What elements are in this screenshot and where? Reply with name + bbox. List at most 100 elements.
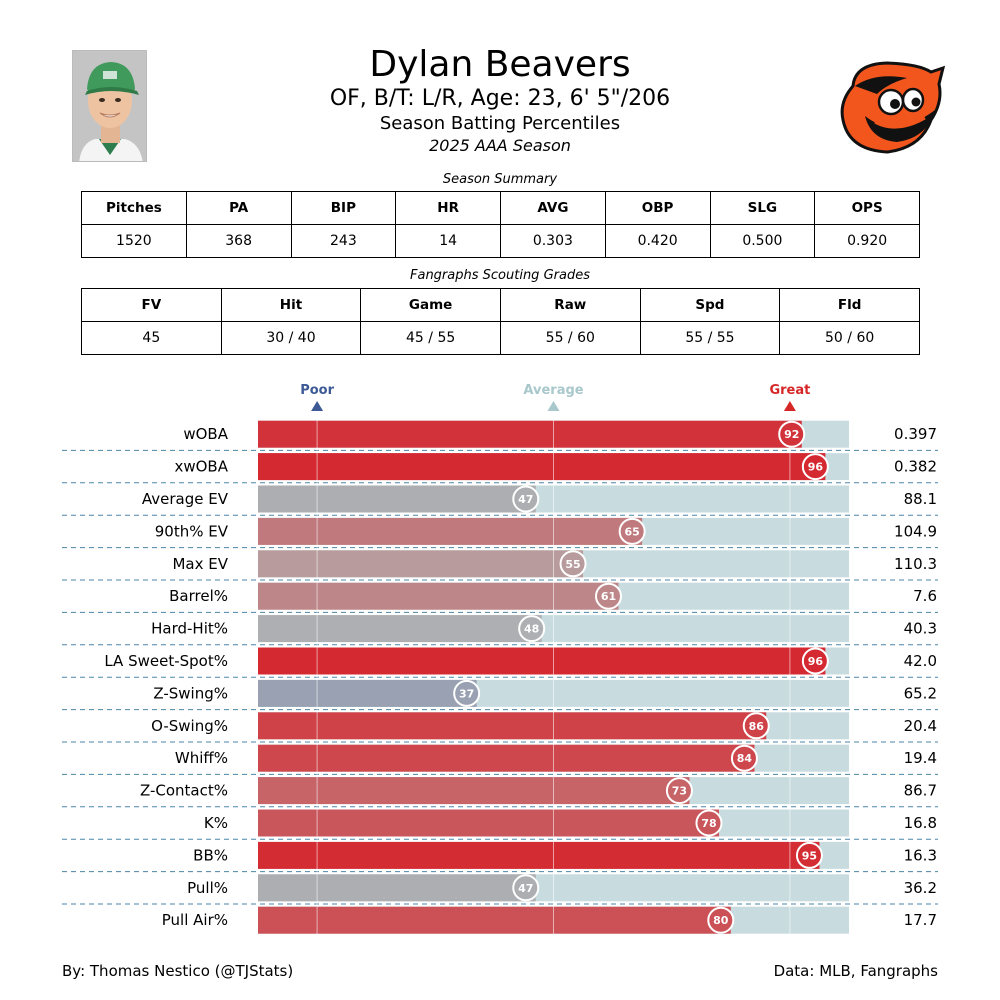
stat-value: 16.3	[904, 846, 937, 864]
table-header-cell: SLG	[709, 191, 816, 225]
percentile-marker	[559, 550, 587, 578]
table-cell: 0.420	[604, 224, 711, 258]
table-cell: 0.920	[814, 224, 920, 258]
table-cell: 45	[81, 321, 222, 355]
stat-value: 86.7	[904, 782, 937, 800]
table-header-cell: Game	[360, 288, 501, 322]
percentile-marker	[518, 615, 546, 643]
table-header-cell: Fld	[779, 288, 920, 322]
percentile-bar	[258, 647, 826, 675]
stat-label: O-Swing%	[151, 717, 228, 735]
percentile-marker	[665, 777, 693, 805]
stat-label: xwOBA	[174, 458, 228, 476]
stat-value: 19.4	[904, 749, 937, 767]
scouting-grades-table: FV Hit Game Raw Spd Fld 45 30 / 40 45 / …	[81, 288, 920, 355]
percentile-bar	[258, 906, 731, 934]
percentile-marker	[742, 712, 770, 740]
player-headshot	[72, 50, 147, 162]
percentile-marker	[801, 453, 829, 481]
percentile-marker	[695, 809, 723, 837]
footer-credit: By: Thomas Nestico (@TJStats)	[62, 962, 294, 980]
stat-value: 0.382	[894, 458, 937, 476]
table-header-cell: Hit	[220, 288, 362, 322]
percentile-marker	[512, 485, 540, 513]
season-label: 2025 AAA Season	[429, 136, 571, 155]
percentile-bar	[258, 679, 477, 707]
percentile-label: 37	[459, 687, 474, 700]
percentile-label: 47	[518, 493, 533, 506]
season-summary-caption: Season Summary	[442, 172, 558, 187]
stat-label: Whiff%	[175, 749, 228, 767]
report-title: Season Batting Percentiles	[379, 113, 621, 134]
stat-label: Z-Swing%	[153, 684, 228, 702]
percentile-bar	[258, 582, 619, 610]
percentile-marker	[730, 744, 758, 772]
percentile-label: 96	[808, 655, 824, 668]
stat-label: Pull%	[187, 879, 228, 897]
percentile-marker	[707, 906, 735, 934]
stat-label: wOBA	[183, 425, 228, 443]
percentile-label: 73	[672, 785, 687, 798]
table-cell: 55 / 60	[499, 321, 641, 355]
table-cell: 368	[185, 224, 292, 258]
table-header-cell: FV	[81, 288, 222, 322]
table-header-cell: Spd	[639, 288, 781, 322]
percentile-label: 84	[737, 752, 753, 765]
legend-triangle-icon	[547, 401, 560, 411]
table-header-cell: Pitches	[81, 191, 187, 225]
stat-label: Barrel%	[169, 587, 228, 605]
table-cell: 50 / 60	[779, 321, 920, 355]
stat-value: 65.2	[904, 684, 937, 702]
percentile-bar	[258, 615, 542, 643]
percentile-bar	[258, 712, 767, 740]
season-summary-table: Pitches PA BIP HR AVG OBP SLG OPS 1520 3…	[81, 191, 920, 258]
stat-value: 20.4	[904, 717, 937, 735]
scouting-grades-caption: Fangraphs Scouting Grades	[410, 268, 590, 283]
table-header-cell: HR	[395, 191, 501, 225]
table-row: 45 30 / 40 45 / 55 55 / 60 55 / 55 50 / …	[81, 321, 920, 355]
table-cell: 45 / 55	[360, 321, 501, 355]
player-info: OF, B/T: L/R, Age: 23, 6' 5"/206	[329, 86, 671, 111]
percentile-marker	[795, 841, 823, 869]
percentile-bar	[258, 420, 802, 448]
legend-label: Average	[523, 383, 583, 398]
stat-label: LA Sweet-Spot%	[104, 652, 228, 670]
percentile-marker	[801, 647, 829, 675]
stat-label: K%	[204, 814, 228, 832]
percentile-bar	[258, 453, 826, 481]
stat-label: BB%	[193, 846, 228, 864]
percentile-bar	[258, 777, 690, 805]
stat-value: 36.2	[904, 879, 937, 897]
percentile-bar	[258, 517, 643, 545]
percentile-bar-chart: wOBA 0.397 xwOBA 0.382 Average EV 88.1 90th% E…	[62, 383, 938, 937]
stat-label: Pull Air%	[162, 911, 228, 929]
percentile-label: 47	[518, 882, 533, 895]
table-row: 1520 368 243 14 0.303 0.420 0.500 0.920	[81, 224, 920, 258]
percentile-marker	[453, 679, 481, 707]
stat-value: 40.3	[904, 620, 937, 638]
table-header-cell: OBP	[604, 191, 711, 225]
stat-label: Average EV	[142, 490, 229, 508]
table-cell: 14	[395, 224, 501, 258]
percentile-bar	[258, 744, 755, 772]
percentile-label: 96	[808, 461, 824, 474]
stat-value: 110.3	[894, 555, 937, 573]
table-cell: 55 / 55	[639, 321, 781, 355]
table-header-cell: OPS	[814, 191, 920, 225]
orioles-bird-logo	[835, 58, 946, 158]
stat-value: 7.6	[913, 587, 937, 605]
stat-label: Z-Contact%	[140, 782, 228, 800]
legend-triangle-icon	[783, 401, 796, 411]
player-name: Dylan Beavers	[369, 44, 631, 85]
stat-value: 16.8	[904, 814, 937, 832]
legend-label: Great	[769, 383, 810, 398]
table-header-row: Pitches PA BIP HR AVG OBP SLG OPS	[81, 191, 920, 225]
percentile-bar	[258, 809, 719, 837]
table-header-cell: BIP	[290, 191, 397, 225]
table-cell: 243	[290, 224, 397, 258]
percentile-label: 80	[713, 914, 729, 927]
percentile-label: 48	[524, 623, 539, 636]
table-cell: 0.303	[500, 224, 606, 258]
table-cell: 0.500	[709, 224, 816, 258]
percentile-label: 92	[784, 428, 799, 441]
